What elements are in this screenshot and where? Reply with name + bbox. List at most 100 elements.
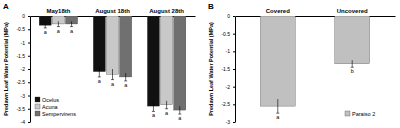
- plot-area: [260, 16, 369, 113]
- y-tick-label: -1: [226, 48, 231, 54]
- x-tick-label: August 28th: [149, 8, 184, 14]
- y-tick-label: -0.5: [16, 26, 25, 32]
- y-tick-mark: [28, 16, 30, 17]
- y-tick: -1: [21, 40, 30, 46]
- y-tick: -0.5: [16, 26, 30, 32]
- error-bar: [276, 99, 279, 113]
- error-bar: [152, 101, 155, 112]
- error-line: [277, 99, 278, 113]
- y-tick-mark: [28, 69, 30, 70]
- bar: [335, 16, 370, 64]
- panel: APredawn Leaf Water Potential (MPa)0-0.5…: [3, 2, 196, 125]
- x-axis: May18th August 18th August 28th: [31, 8, 196, 17]
- legend-label: Ocelus: [42, 97, 59, 103]
- bar: [161, 16, 173, 105]
- y-tick-label: -2: [226, 84, 231, 90]
- legend-item: Acuna: [35, 104, 59, 110]
- legend-item: Ocelus: [35, 97, 59, 103]
- y-tick: -2.5: [221, 101, 235, 107]
- x-tick-label: Uncovered: [337, 8, 368, 14]
- legend-label: Sempervirens: [42, 111, 76, 117]
- y-tick: -3: [226, 119, 235, 125]
- x-axis-line: [236, 16, 396, 17]
- y-tick: -2.5: [16, 79, 30, 85]
- y-tick-mark: [28, 82, 30, 83]
- y-tick-label: 0: [227, 13, 230, 19]
- bar: [120, 16, 132, 77]
- x-axis: Covered Uncovered: [236, 8, 396, 17]
- x-tick-label: August 18th: [95, 8, 130, 14]
- legend-item: Paraiso 2: [345, 111, 375, 117]
- error-line: [71, 21, 72, 26]
- bar: [174, 16, 186, 110]
- y-tick: -3: [21, 93, 30, 99]
- x-tick: May18th: [46, 8, 70, 14]
- y-tick-label: -3.5: [16, 106, 25, 112]
- y-tick: -1.5: [16, 53, 30, 59]
- y-axis-title: Predawn Leaf Water Potential (MPa): [208, 22, 214, 116]
- error-line: [99, 66, 100, 77]
- y-tick-mark: [28, 109, 30, 110]
- y-tick-label: -0.5: [221, 31, 230, 37]
- y-tick-mark: [233, 51, 235, 52]
- y-tick-mark: [233, 104, 235, 105]
- legend: Paraiso 2: [345, 111, 375, 117]
- x-tick: Covered: [266, 8, 290, 14]
- y-tick: -2: [226, 84, 235, 90]
- error-bar: [124, 73, 127, 81]
- legend-label: Paraiso 2: [352, 111, 375, 117]
- annotations: ab: [276, 68, 353, 120]
- error-bar: [351, 60, 354, 67]
- significance-letter: a: [98, 78, 102, 84]
- error-line: [112, 69, 113, 80]
- y-tick: -2: [21, 66, 30, 72]
- significance-letter: a: [178, 115, 182, 121]
- y-axis-line: [30, 17, 31, 123]
- bar: [147, 16, 159, 106]
- y-axis-title: Predawn Leaf Water Potential (MPa): [3, 22, 9, 116]
- x-tick-label: Covered: [266, 8, 290, 14]
- y-tick: -0.5: [221, 31, 235, 37]
- x-tick-label: May18th: [46, 8, 70, 14]
- y-tick-mark: [233, 87, 235, 88]
- panel-title: B: [208, 2, 214, 11]
- error-line: [58, 21, 59, 26]
- significance-letter: a: [44, 29, 48, 35]
- y-tick-label: 0: [22, 13, 25, 19]
- bar: [260, 16, 295, 106]
- y-tick-label: -2.5: [16, 79, 25, 85]
- y-tick-label: -1.5: [16, 53, 25, 59]
- chart-canvas: APredawn Leaf Water Potential (MPa)0-0.5…: [0, 0, 400, 128]
- significance-letter: a: [124, 82, 128, 88]
- error-line: [153, 101, 154, 112]
- y-tick-mark: [28, 43, 30, 44]
- bar: [93, 16, 105, 72]
- y-tick: 0: [22, 13, 30, 19]
- error-bar: [57, 21, 60, 26]
- error-line: [352, 60, 353, 67]
- y-tick-label: -4: [21, 119, 26, 125]
- significance-letter: a: [165, 110, 169, 116]
- legend-label: Acuna: [42, 104, 59, 110]
- legend-swatch: [35, 111, 40, 116]
- y-tick-mark: [233, 69, 235, 70]
- error-bar: [178, 106, 181, 114]
- error-bar: [44, 23, 47, 28]
- significance-letter: a: [111, 81, 115, 87]
- y-tick: 0: [227, 13, 235, 19]
- x-tick: Uncovered: [337, 8, 368, 14]
- error-line: [166, 101, 167, 109]
- y-tick-mark: [28, 122, 30, 123]
- significance-letter: a: [57, 28, 61, 34]
- y-axis: 0-0.5-1-1.5-2-2.5-3: [221, 13, 235, 125]
- error-bar: [165, 101, 168, 109]
- y-tick-mark: [233, 16, 235, 17]
- plot-area: [39, 16, 186, 114]
- legend-swatch: [345, 111, 350, 116]
- y-tick-mark: [28, 96, 30, 97]
- y-tick-label: -1: [21, 40, 26, 46]
- significance-letter: a: [70, 28, 74, 34]
- significance-letter: b: [351, 68, 354, 74]
- annotations: aaaaaaaaa: [44, 28, 183, 121]
- significance-letter: a: [276, 114, 280, 120]
